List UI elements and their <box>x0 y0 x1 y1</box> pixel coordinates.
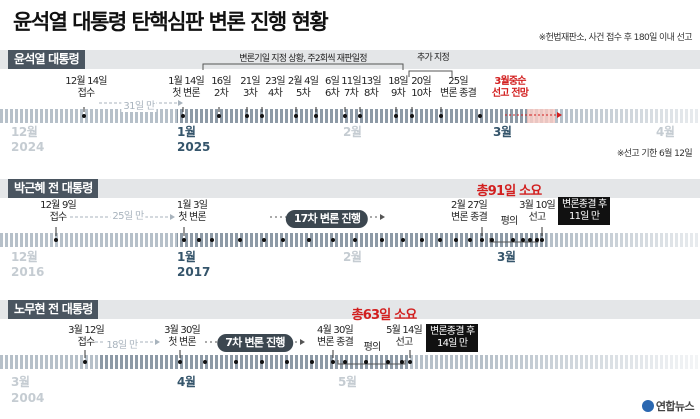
park-total: 총91일 소요 <box>476 184 543 199</box>
roh-deliberation: 평의 <box>363 342 382 353</box>
yoon-event-10: 20일 10차 <box>411 76 431 99</box>
park-axis-month-1: 1월 <box>177 250 196 264</box>
yoon-deadline-note: ※선고 기한 6월 12일 <box>616 149 693 159</box>
yoon-event-5: 2월 4일 5차 <box>287 76 319 99</box>
park-interval: 25일 만 <box>110 207 146 222</box>
yoon-section-label: 윤석열 대통령 <box>8 50 85 69</box>
yonhap-logo-text: 연합뉴스 <box>655 400 695 413</box>
yoon-interval: 31일 만 <box>121 97 157 112</box>
park-event-closing: 2월 27일 변론 종결 <box>451 200 488 223</box>
park-axis-year-0: 2016 <box>11 265 45 279</box>
yoon-event-7: 11일 7차 <box>341 76 361 99</box>
yoon-event-1: 1월 14일 첫 변론 <box>168 76 205 99</box>
yonhap-logo: 연합뉴스 <box>641 398 695 414</box>
roh-section-label: 노무현 전 대통령 <box>8 300 99 319</box>
roh-interval: 18일 만 <box>104 336 140 351</box>
roh-axis-month-2: 5월 <box>338 375 357 389</box>
yoon-axis-month-1: 1월 <box>177 125 196 139</box>
roh-event-closing: 4월 30일 변론 종결 <box>317 325 354 348</box>
yoon-event-filed: 12월 14일 접수 <box>65 76 107 99</box>
yoon-event-4: 23일 4차 <box>265 76 285 99</box>
yoon-axis-year-1: 2025 <box>177 140 211 154</box>
park-after-closing-box: 변론종결 후 11일 만 <box>558 197 611 225</box>
park-event-first: 1월 3일 첫 변론 <box>176 200 208 223</box>
yoon-event-3: 21일 3차 <box>240 76 260 99</box>
yoon-event-dots <box>82 114 482 118</box>
roh-event-filed: 3월 12일 접수 <box>68 325 105 348</box>
yoon-event-closing: 25일 변론 종결 <box>440 76 477 99</box>
park-event-verdict: 3월 10일 선고 <box>519 200 556 223</box>
park-hearings-pill: 17차 변론 진행 <box>285 210 369 228</box>
roh-event-dots <box>83 360 412 364</box>
roh-total: 총63일 소요 <box>351 308 418 323</box>
roh-axis-year-0: 2004 <box>11 391 45 405</box>
yoon-schedule-note: 변론기일 지정 상황, 주2회씩 재판일정 <box>239 54 367 64</box>
deadline-rule-note: ※헌법재판소, 사건 접수 후 180일 이내 선고 <box>538 33 693 43</box>
roh-after-closing-box: 변론종결 후 14일 만 <box>426 324 479 352</box>
park-axis-month-0: 12월 <box>11 250 38 264</box>
yoon-event-2: 16일 2차 <box>211 76 231 99</box>
park-event-filed: 12월 9일 접수 <box>40 200 77 223</box>
yoon-axis-month-2: 2월 <box>343 125 362 139</box>
yoon-axis-year-0: 2024 <box>11 140 45 154</box>
park-axis-month-3: 3월 <box>497 250 516 264</box>
park-section-label: 박근혜 전 대통령 <box>8 179 99 198</box>
park-axis-month-2: 2월 <box>343 250 362 264</box>
park-section-header: 박근혜 전 대통령 <box>0 179 700 198</box>
yoon-section-header: 윤석열 대통령 <box>0 50 700 69</box>
roh-timeline-band <box>0 355 700 369</box>
roh-axis-month-1: 4월 <box>177 375 196 389</box>
yoon-event-8: 13일 8차 <box>361 76 381 99</box>
page-title: 윤석열 대통령 탄핵심판 변론 진행 현황 <box>13 10 329 34</box>
park-timeline-band <box>0 233 700 247</box>
roh-event-verdict: 5월 14일 선고 <box>386 325 423 348</box>
yoon-axis-month-3: 3월 <box>493 125 512 139</box>
park-event-dots <box>54 238 544 242</box>
yonhap-logo-icon <box>641 400 654 412</box>
yoon-event-9: 18일 9차 <box>388 76 408 99</box>
park-deliberation: 평의 <box>500 216 519 227</box>
yoon-schedule-bracket <box>83 63 562 118</box>
yoon-event-verdict-forecast: 3월중순 선고 전망 <box>491 76 529 99</box>
roh-event-first: 3월 30일 첫 변론 <box>164 325 201 348</box>
roh-section-header: 노무현 전 대통령 <box>0 300 700 319</box>
roh-axis-month-0: 3월 <box>11 375 30 389</box>
roh-hearings-pill: 7차 변론 진행 <box>217 334 293 352</box>
park-axis-year-1: 2017 <box>177 265 211 279</box>
yoon-event-6: 6일 6차 <box>325 76 340 99</box>
yoon-timeline-band <box>0 109 700 123</box>
yoon-added-note: 추가 지정 <box>417 53 450 63</box>
yoon-axis-month-4: 4월 <box>656 125 675 139</box>
yoon-axis-month-0: 12월 <box>11 125 38 139</box>
